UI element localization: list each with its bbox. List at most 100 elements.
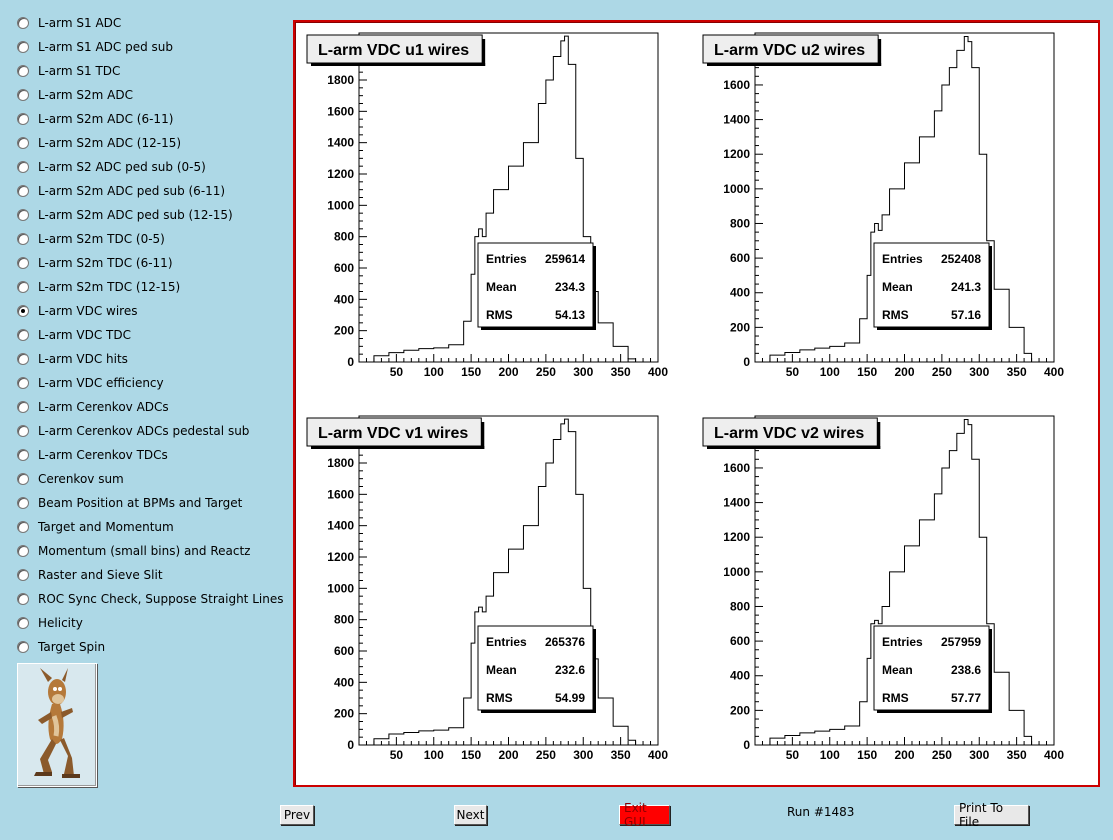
histogram-pad-v2: 50 100 150 200 250 300 350 400 0 200 400 600 800 1000… — [699, 412, 1097, 792]
radio-button-icon[interactable] — [17, 425, 29, 437]
radio-button-icon[interactable] — [17, 377, 29, 389]
sidebar-item[interactable]: L-arm S1 TDC — [17, 61, 120, 81]
sidebar-item[interactable]: Cerenkov sum — [17, 469, 124, 489]
sidebar-item[interactable]: L-arm S2m ADC (6-11) — [17, 109, 173, 129]
sidebar-item[interactable]: Target and Momentum — [17, 517, 174, 537]
radio-button-icon[interactable] — [17, 89, 29, 101]
plot-title-text: L-arm VDC v2 wires — [714, 425, 864, 442]
radio-button-icon[interactable] — [17, 257, 29, 269]
y-tick-label: 400 — [334, 675, 354, 689]
stats-box-shadow — [877, 327, 992, 330]
stats-box-shadow — [877, 710, 992, 713]
plot-title: L-arm VDC u1 wires — [306, 34, 486, 66]
sidebar-item[interactable]: L-arm S2m ADC — [17, 85, 133, 105]
radio-button-icon[interactable] — [17, 233, 29, 245]
radio-button-icon[interactable] — [17, 281, 29, 293]
sidebar-item[interactable]: L-arm S2m TDC (12-15) — [17, 277, 180, 297]
radio-button-icon[interactable] — [17, 113, 29, 125]
y-tick-label: 0 — [347, 738, 354, 752]
sidebar-item[interactable]: L-arm S2m ADC ped sub (12-15) — [17, 205, 233, 225]
x-tick-label: 400 — [648, 748, 668, 762]
sidebar-item[interactable]: Raster and Sieve Slit — [17, 565, 163, 585]
plot-title-shadow — [311, 63, 486, 66]
sidebar-item[interactable]: L-arm VDC TDC — [17, 325, 131, 345]
sidebar-item[interactable]: Momentum (small bins) and Reactz — [17, 541, 250, 561]
sidebar-item-label: L-arm Cerenkov ADCs — [38, 400, 169, 414]
sidebar-item[interactable]: L-arm Cerenkov ADCs pedestal sub — [17, 421, 249, 441]
x-tick-label: 200 — [894, 748, 914, 762]
sidebar-item[interactable]: L-arm VDC efficiency — [17, 373, 164, 393]
sidebar-item-label: L-arm S1 ADC ped sub — [38, 40, 173, 54]
y-tick-label: 0 — [743, 738, 750, 752]
next-button[interactable]: Next — [454, 805, 487, 825]
histogram-plot: 50 100 150 200 250 300 350 400 0 200 400 600 800 1000… — [306, 32, 668, 379]
y-tick-label: 200 — [334, 707, 354, 721]
radio-button-icon[interactable] — [17, 65, 29, 77]
radio-button-icon[interactable] — [17, 569, 29, 581]
sidebar-item[interactable]: L-arm S2m TDC (6-11) — [17, 253, 173, 273]
radio-button-icon[interactable] — [17, 593, 29, 605]
sidebar-item[interactable]: L-arm VDC hits — [17, 349, 128, 369]
radio-button-icon[interactable] — [17, 449, 29, 461]
sidebar-item-label: Raster and Sieve Slit — [38, 568, 163, 582]
x-tick-label: 350 — [611, 748, 631, 762]
radio-button-icon[interactable] — [17, 401, 29, 413]
radio-button-icon[interactable] — [17, 209, 29, 221]
radio-button-icon[interactable] — [17, 185, 29, 197]
radio-button-icon[interactable] — [17, 329, 29, 341]
radio-button-icon[interactable] — [17, 305, 29, 317]
sidebar-item[interactable]: L-arm S1 ADC ped sub — [17, 37, 173, 57]
sidebar-item[interactable]: L-arm S1 ADC — [17, 13, 121, 33]
radio-button-icon[interactable] — [17, 161, 29, 173]
sidebar-item[interactable]: Beam Position at BPMs and Target — [17, 493, 242, 513]
x-tick-label: 250 — [536, 365, 556, 379]
coyote-logo-icon[interactable] — [17, 663, 97, 787]
x-tick-label: 350 — [1007, 365, 1027, 379]
radio-button-icon[interactable] — [17, 17, 29, 29]
radio-button-icon[interactable] — [17, 137, 29, 149]
x-tick-label: 400 — [1044, 748, 1064, 762]
x-tick-label: 200 — [894, 365, 914, 379]
x-tick-label: 250 — [536, 748, 556, 762]
radio-button-icon[interactable] — [17, 353, 29, 365]
stats-mean-value: 241.3 — [951, 280, 981, 294]
y-tick-label: 400 — [334, 292, 354, 306]
sidebar-item[interactable]: L-arm S2m TDC (0-5) — [17, 229, 165, 249]
sidebar-item[interactable]: L-arm S2 ADC ped sub (0-5) — [17, 157, 206, 177]
stats-mean-value: 238.6 — [951, 663, 981, 677]
stats-entries-label: Entries — [882, 635, 923, 649]
sidebar-item[interactable]: L-arm Cerenkov TDCs — [17, 445, 168, 465]
sidebar-item[interactable]: L-arm S2m ADC ped sub (6-11) — [17, 181, 225, 201]
stats-rms-value: 54.13 — [555, 308, 585, 322]
x-tick-label: 150 — [461, 365, 481, 379]
x-tick-label: 100 — [820, 748, 840, 762]
sidebar-item[interactable]: L-arm S2m ADC (12-15) — [17, 133, 181, 153]
x-tick-label: 400 — [1044, 365, 1064, 379]
radio-button-icon[interactable] — [17, 473, 29, 485]
radio-button-icon[interactable] — [17, 641, 29, 653]
x-tick-label: 150 — [461, 748, 481, 762]
y-tick-label: 200 — [730, 703, 750, 717]
y-tick-label: 1200 — [327, 167, 354, 181]
radio-button-icon[interactable] — [17, 521, 29, 533]
y-tick-label: 1400 — [723, 496, 750, 510]
radio-button-icon[interactable] — [17, 41, 29, 53]
stats-mean-value: 234.3 — [555, 280, 585, 294]
exit-gui-button[interactable]: Exit GUI — [619, 801, 670, 829]
sidebar-item[interactable]: L-arm Cerenkov ADCs — [17, 397, 169, 417]
sidebar-item-label: L-arm S1 TDC — [38, 64, 121, 78]
sidebar-item-label: L-arm S2m ADC ped sub (6-11) — [38, 184, 226, 198]
radio-button-icon[interactable] — [17, 617, 29, 629]
sidebar-item[interactable]: L-arm VDC wires — [17, 301, 137, 321]
radio-button-icon[interactable] — [17, 497, 29, 509]
y-tick-label: 1200 — [327, 550, 354, 564]
radio-button-icon[interactable] — [17, 545, 29, 557]
print-to-file-button[interactable]: Print To File — [954, 801, 1029, 829]
plot-title: L-arm VDC u2 wires — [702, 34, 882, 66]
sidebar-item[interactable]: Helicity — [17, 613, 83, 633]
prev-button[interactable]: Prev — [280, 805, 314, 825]
stats-box-frame — [477, 242, 594, 328]
sidebar-item[interactable]: Target Spin — [17, 637, 105, 657]
x-tick-label: 100 — [424, 748, 444, 762]
sidebar-item[interactable]: ROC Sync Check, Suppose Straight Lines — [17, 589, 283, 609]
